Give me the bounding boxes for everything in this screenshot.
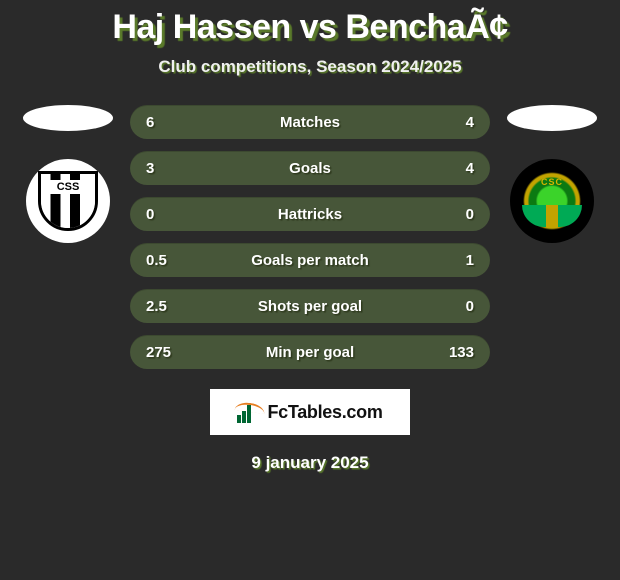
team-left-badge: CSS	[26, 159, 110, 243]
team-left-code: CSS	[41, 180, 95, 194]
stat-left-value: 6	[146, 114, 194, 131]
team-right-code: CSC	[520, 177, 584, 187]
comparison-card: Haj Hassen vs BenchaÃ¢ Club competitions…	[0, 0, 620, 493]
team-left-oval	[23, 105, 113, 131]
team-right-column: CSC	[502, 105, 602, 243]
page-subtitle: Club competitions, Season 2024/2025	[0, 57, 620, 77]
stat-row-hattricks: 0 Hattricks 0	[130, 197, 490, 231]
stat-row-goals-per-match: 0.5 Goals per match 1	[130, 243, 490, 277]
stat-label: Shots per goal	[194, 298, 426, 315]
stat-label: Hattricks	[194, 206, 426, 223]
stat-label: Min per goal	[194, 344, 426, 361]
team-right-badge: CSC	[510, 159, 594, 243]
stat-left-value: 275	[146, 344, 194, 361]
page-title: Haj Hassen vs BenchaÃ¢	[0, 8, 620, 47]
stat-right-value: 0	[426, 298, 474, 315]
stat-left-value: 0.5	[146, 252, 194, 269]
main-row: CSS 6 Matches 4 3 Goals 4 0 Hattricks 0 …	[0, 105, 620, 381]
stat-row-goals: 3 Goals 4	[130, 151, 490, 185]
stat-row-shots-per-goal: 2.5 Shots per goal 0	[130, 289, 490, 323]
stat-left-value: 3	[146, 160, 194, 177]
stat-label: Matches	[194, 114, 426, 131]
stat-right-value: 0	[426, 206, 474, 223]
stat-left-value: 0	[146, 206, 194, 223]
stat-right-value: 1	[426, 252, 474, 269]
stat-left-value: 2.5	[146, 298, 194, 315]
team-right-shield: CSC	[520, 169, 584, 233]
stat-row-matches: 6 Matches 4	[130, 105, 490, 139]
team-left-shield: CSS	[38, 171, 98, 231]
team-right-wings-icon	[522, 205, 582, 227]
stat-right-value: 4	[426, 160, 474, 177]
stats-column: 6 Matches 4 3 Goals 4 0 Hattricks 0 0.5 …	[130, 105, 490, 381]
stat-right-value: 4	[426, 114, 474, 131]
brand-text: FcTables.com	[267, 402, 382, 423]
stat-right-value: 133	[426, 344, 474, 361]
stat-row-min-per-goal: 275 Min per goal 133	[130, 335, 490, 369]
stat-label: Goals per match	[194, 252, 426, 269]
date-label: 9 january 2025	[0, 453, 620, 473]
team-right-oval	[507, 105, 597, 131]
stat-label: Goals	[194, 160, 426, 177]
brand-logo-icon	[237, 401, 263, 423]
team-left-column: CSS	[18, 105, 118, 243]
brand-box[interactable]: FcTables.com	[210, 389, 410, 435]
